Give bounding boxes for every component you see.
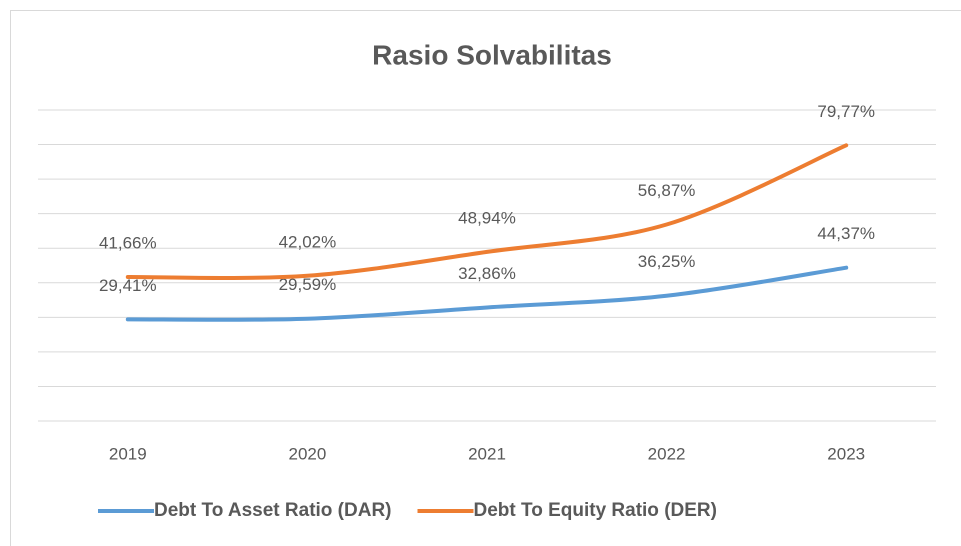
data-label: 56,87% (638, 181, 696, 200)
x-tick-label: 2022 (648, 444, 686, 463)
data-label: 42,02% (279, 232, 337, 251)
x-tick-label: 2019 (109, 444, 147, 463)
data-label: 29,59% (279, 275, 337, 294)
data-label: 36,25% (638, 252, 696, 271)
legend-label: Debt To Equity Ratio (DER) (474, 500, 717, 521)
x-tick-label: 2020 (288, 444, 326, 463)
data-line (125, 143, 849, 280)
legend-label: Debt To Asset Ratio (DAR) (154, 500, 392, 521)
data-label: 29,41% (99, 276, 157, 295)
data-label: 79,77% (817, 102, 875, 121)
data-label: 44,37% (817, 224, 875, 243)
chart-title: Rasio Solvabilitas (372, 39, 612, 70)
x-tick-label: 2021 (468, 444, 506, 463)
data-label: 41,66% (99, 234, 157, 253)
data-line (125, 265, 849, 322)
data-label: 48,94% (458, 208, 516, 227)
data-label: 32,86% (458, 264, 516, 283)
x-tick-label: 2023 (827, 444, 865, 463)
